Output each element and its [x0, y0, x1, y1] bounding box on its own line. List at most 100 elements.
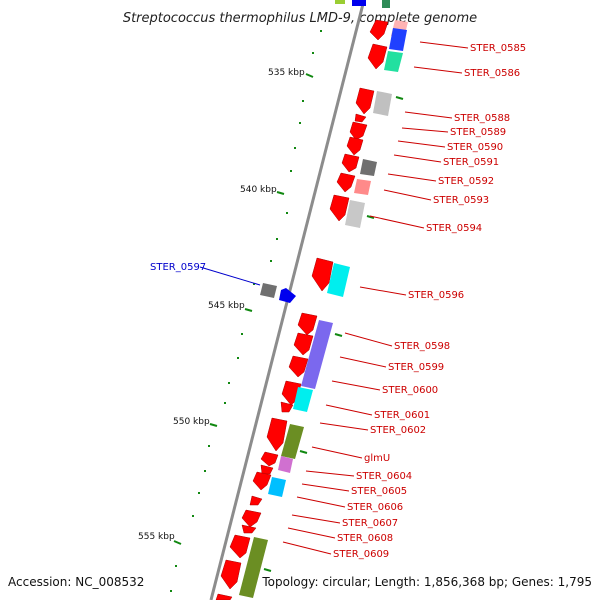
gene-arrow	[260, 464, 274, 475]
tick-dot	[312, 52, 314, 54]
cog-block	[360, 159, 377, 176]
leader-line	[383, 189, 432, 201]
cog-blocks	[239, 20, 408, 598]
gene-label[interactable]: STER_0607	[342, 518, 398, 529]
cog-block	[281, 424, 304, 459]
cog-block	[239, 537, 268, 598]
gene-label[interactable]: STER_0589	[450, 127, 506, 138]
gene-arrow	[252, 471, 272, 491]
inner-tick	[395, 96, 404, 100]
gene-label[interactable]: STER_0591	[443, 157, 499, 168]
tick-dot	[299, 122, 301, 124]
partial-gene-block	[352, 0, 366, 6]
kbp-ticks: 535 kbp 540 kbp 545 kbp 550 kbp 555 kbp	[138, 68, 314, 545]
cog-block	[260, 283, 277, 298]
leader-line	[325, 404, 373, 416]
cog-block	[384, 51, 403, 72]
tick-dot	[241, 333, 243, 335]
gene-arrow	[336, 172, 356, 193]
cog-block	[268, 477, 286, 497]
gene-arrow	[367, 43, 388, 70]
tick-dot	[170, 590, 172, 592]
partial-gene-block	[335, 0, 345, 4]
kbp-tick	[173, 540, 182, 545]
gene-label[interactable]: STER_0606	[347, 502, 403, 513]
tick-dot	[237, 357, 239, 359]
gene-arrow	[293, 332, 314, 356]
tick-dot	[286, 212, 288, 214]
tick-dot	[204, 470, 206, 472]
tick-dot	[192, 515, 194, 517]
gene-arrow	[266, 417, 288, 452]
gene-label[interactable]: STER_0609	[333, 549, 389, 560]
tick-dot	[228, 382, 230, 384]
tick-dot	[175, 565, 177, 567]
leader-line	[419, 41, 469, 49]
leader-line	[291, 514, 341, 524]
inner-tick	[334, 333, 343, 337]
inner-ticks	[263, 96, 404, 572]
leader-line	[305, 470, 355, 477]
gene-label[interactable]: STER_0605	[351, 486, 407, 497]
kbp-tick	[244, 308, 253, 312]
cog-block	[327, 263, 350, 297]
tick-dot	[198, 492, 200, 494]
gene-label[interactable]: STER_0585	[470, 43, 526, 54]
kbp-tick	[209, 423, 218, 427]
inner-tick	[299, 450, 308, 454]
gene-label[interactable]: STER_0586	[464, 68, 520, 79]
gene-label[interactable]: STER_0593	[433, 195, 489, 206]
tick-dots	[170, 30, 322, 592]
gene-arrow	[215, 593, 233, 600]
genome-summary-text: Topology: circular; Length: 1,856,368 bp…	[261, 575, 592, 589]
gene-label[interactable]: STER_0597	[150, 262, 206, 273]
gene-label[interactable]: STER_0588	[454, 113, 510, 124]
gene-arrow	[249, 495, 263, 506]
gene-arrow	[369, 19, 389, 41]
gene-arrow	[349, 121, 368, 141]
forward-genes	[215, 19, 389, 600]
gene-label[interactable]: STER_0601	[374, 410, 430, 421]
cog-block	[293, 387, 313, 412]
tick-dot	[290, 170, 292, 172]
gene-arrow	[354, 113, 367, 123]
gene-label[interactable]: STER_0608	[337, 533, 393, 544]
inner-tick	[366, 215, 375, 219]
cog-block	[389, 28, 407, 51]
kbp-label: 540 kbp	[240, 185, 277, 195]
map-title: Streptococcus thermophilus LMD-9, comple…	[123, 11, 477, 26]
gene-label[interactable]: STER_0596	[408, 290, 464, 301]
gene-label[interactable]: STER_0592	[438, 176, 494, 187]
gene-label[interactable]: glmU	[364, 453, 390, 464]
tick-dot	[276, 238, 278, 240]
partial-gene-block	[382, 0, 390, 8]
reverse-gene-ster-0597	[260, 283, 296, 303]
gene-labels: STER_0585 STER_0586 STER_0588 STER_0589 STER…	[150, 41, 526, 560]
gene-label[interactable]: STER_0590	[447, 142, 503, 153]
gene-arrow	[311, 257, 334, 292]
gene-label[interactable]: STER_0604	[356, 471, 412, 482]
leader-line	[296, 496, 346, 508]
gene-label[interactable]: STER_0599	[388, 362, 444, 373]
tick-dot	[320, 30, 322, 32]
gene-label[interactable]: STER_0598	[394, 341, 450, 352]
tick-dot	[302, 100, 304, 102]
gene-arrow	[346, 136, 364, 156]
cog-block	[373, 91, 392, 116]
tick-dot	[253, 283, 255, 285]
leader-line	[344, 332, 393, 347]
gene-arrow	[220, 559, 242, 590]
tick-dot	[270, 260, 272, 262]
tick-dot	[208, 445, 210, 447]
gene-arrow	[355, 87, 375, 115]
leader-line	[319, 422, 369, 431]
accession-text: Accession: NC_008532	[8, 575, 144, 589]
gene-arrow	[279, 288, 296, 303]
gene-arrow	[288, 355, 309, 378]
gene-label[interactable]: STER_0600	[382, 385, 438, 396]
kbp-label: 555 kbp	[138, 532, 175, 542]
kbp-label: 545 kbp	[208, 301, 245, 311]
tick-dot	[294, 147, 296, 149]
gene-label[interactable]: STER_0602	[370, 425, 426, 436]
gene-label[interactable]: STER_0594	[426, 223, 482, 234]
